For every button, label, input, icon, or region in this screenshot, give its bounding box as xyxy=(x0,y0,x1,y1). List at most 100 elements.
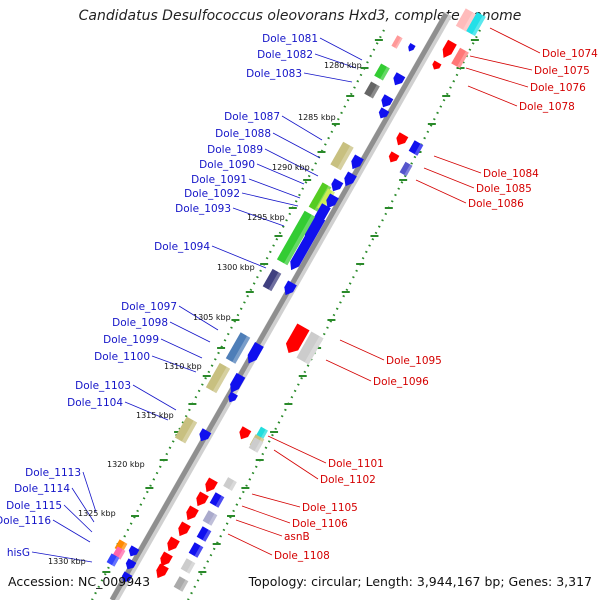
gene-glyph xyxy=(442,39,457,58)
label-leader xyxy=(264,148,319,177)
gene-label: Dole_1095 xyxy=(386,355,442,367)
gene-glyph xyxy=(106,553,120,567)
gene-label: Dole_1089 xyxy=(207,144,263,156)
gene-glyph xyxy=(223,477,237,491)
label-leader xyxy=(433,155,482,174)
gene-glyph xyxy=(205,362,231,394)
gene-glyph xyxy=(186,505,199,521)
label-leader xyxy=(319,37,363,61)
gene-glyph xyxy=(330,141,354,171)
gene-glyph xyxy=(262,268,282,292)
label-leader xyxy=(489,27,541,54)
gene-glyph xyxy=(167,536,180,552)
gene-glyph xyxy=(156,563,169,579)
gene-glyph xyxy=(381,94,394,108)
label-leader xyxy=(469,55,533,71)
gene-glyph xyxy=(230,372,246,393)
gene-glyph xyxy=(290,215,326,271)
label-leader xyxy=(251,493,301,508)
label-leader xyxy=(241,505,291,524)
gene-glyph xyxy=(374,63,390,81)
tick-label: 1285 kbp xyxy=(298,113,336,122)
gene-glyph xyxy=(466,11,486,37)
gene-glyph xyxy=(455,8,477,32)
tick-label: 1300 kbp xyxy=(217,263,255,272)
gene-glyph xyxy=(451,47,469,69)
gene-glyph xyxy=(188,542,204,558)
gene-label: Dole_1081 xyxy=(262,33,318,45)
map-title: Candidatus Desulfococcus oleovorans Hxd3… xyxy=(78,8,522,24)
gene-label: Dole_1116 xyxy=(0,515,51,527)
gene-label: Dole_1088 xyxy=(215,128,271,140)
accession-label: Accession: NC_009943 xyxy=(8,574,151,589)
gene-glyph xyxy=(276,210,316,266)
gene-label: Dole_1091 xyxy=(191,174,247,186)
gene-label: Dole_1087 xyxy=(224,111,280,123)
gene-glyph xyxy=(174,416,198,444)
label-leader xyxy=(31,551,93,563)
gene-label: Dole_1115 xyxy=(6,500,62,512)
gene-glyph xyxy=(399,161,413,177)
gene-glyph xyxy=(121,571,133,583)
label-leader xyxy=(256,163,305,185)
gene-glyph xyxy=(225,332,251,364)
gene-glyph xyxy=(326,193,339,209)
gene-glyph xyxy=(432,60,442,70)
label-leader xyxy=(211,245,267,269)
gene-glyphs xyxy=(106,8,486,592)
gene-glyph xyxy=(351,154,364,170)
label-leader xyxy=(248,178,301,199)
gene-label: Dole_1093 xyxy=(175,203,231,215)
tick-labels: 1280 kbp 1285 kbp 1290 kbp 1295 kbp 1300 kbp… xyxy=(48,61,362,566)
gene-glyph xyxy=(205,477,218,493)
tick-marks xyxy=(102,39,479,573)
gene-glyph xyxy=(248,437,264,453)
gene-label: Dole_1094 xyxy=(154,241,210,253)
gene-label: Dole_1085 xyxy=(476,183,532,195)
gene-glyph xyxy=(391,35,403,49)
gene-glyph xyxy=(202,510,218,526)
gene-label: Dole_1075 xyxy=(534,65,590,77)
gene-glyph xyxy=(364,81,380,99)
gene-label: Dole_1082 xyxy=(257,49,313,61)
gene-glyph xyxy=(128,545,140,557)
label-leader xyxy=(267,435,327,464)
label-leader xyxy=(71,487,95,523)
label-leader xyxy=(314,53,357,69)
gene-label: Dole_1092 xyxy=(184,188,240,200)
label-leader xyxy=(63,504,93,533)
tick-label: 1330 kbp xyxy=(48,557,86,566)
label-leader xyxy=(273,449,319,480)
label-leader xyxy=(235,519,283,537)
tick-label: 1315 kbp xyxy=(136,411,174,420)
label-leader xyxy=(178,305,219,331)
gene-label: Dole_1078 xyxy=(519,101,575,113)
gene-label: Dole_1106 xyxy=(292,518,348,530)
gene-glyph xyxy=(180,558,196,574)
gene-label: Dole_1090 xyxy=(199,159,255,171)
gene-glyph xyxy=(296,331,324,365)
tick-label: 1305 kbp xyxy=(193,313,231,322)
label-leader xyxy=(52,519,91,543)
genome-backbone xyxy=(109,12,449,600)
label-leader xyxy=(151,355,197,373)
gene-label: Dole_1103 xyxy=(75,380,131,392)
label-leader xyxy=(465,67,529,88)
tick-label: 1290 kbp xyxy=(272,163,310,172)
gene-label: Dole_1102 xyxy=(320,474,376,486)
gene-glyph xyxy=(408,140,424,156)
tick-label: 1295 kbp xyxy=(247,213,285,222)
gene-label: Dole_1101 xyxy=(328,458,384,470)
gene-label: asnB xyxy=(284,531,310,543)
gene-label: Dole_1105 xyxy=(302,502,358,514)
label-leader xyxy=(232,207,285,227)
label-leader xyxy=(303,72,353,83)
gene-glyph xyxy=(393,72,406,86)
gene-glyph xyxy=(173,576,189,592)
gene-labels: Dole_1081 Dole_1082 Dole_1083 Dole_1087 Dole… xyxy=(0,33,598,562)
gene-label: Dole_1084 xyxy=(483,168,539,180)
gene-glyph xyxy=(196,491,209,507)
gene-label: Dole_1083 xyxy=(246,68,302,80)
